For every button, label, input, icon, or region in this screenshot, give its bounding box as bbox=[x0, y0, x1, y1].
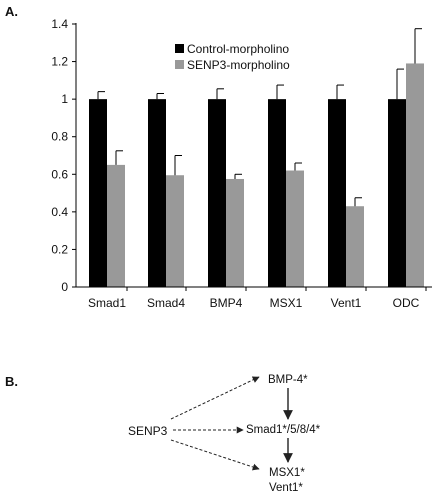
legend-swatch-senp3 bbox=[175, 60, 184, 69]
bar-msx1-senp3 bbox=[286, 170, 304, 287]
bar-chart: 0 0.2 0.4 0.6 0.8 1 1.2 1.4 Smad1 Smad4 BMP4 MSX1 V… bbox=[51, 17, 432, 310]
bar-bmp4-control bbox=[208, 99, 226, 288]
node-bmp4: BMP-4* bbox=[268, 374, 308, 386]
bar-smad1-control bbox=[89, 99, 107, 288]
error-bars bbox=[97, 28, 422, 207]
arrow-senp3-to-msx1 bbox=[170, 439, 260, 471]
legend-label-senp3: SENP3-morpholino bbox=[187, 58, 290, 72]
x-tick-label: MSX1 bbox=[270, 296, 303, 310]
y-tick-label: 0.4 bbox=[51, 205, 68, 219]
y-tick-label: 1.4 bbox=[51, 17, 68, 31]
bar-odc-control bbox=[388, 99, 406, 288]
y-tick-label: 1.2 bbox=[51, 55, 68, 69]
arrow-senp3-to-bmp4 bbox=[170, 376, 260, 420]
y-tick-label: 0.2 bbox=[51, 242, 68, 256]
legend-swatch-control bbox=[175, 44, 184, 53]
x-tick-label: Smad1 bbox=[88, 296, 126, 310]
legend-label-control: Control-morpholino bbox=[187, 42, 289, 56]
node-senp3: SENP3 bbox=[128, 424, 168, 438]
x-tick-label: ODC bbox=[393, 296, 420, 310]
node-smad: Smad1*/5/8/4* bbox=[246, 424, 321, 436]
node-vent1: Vent1* bbox=[269, 482, 303, 494]
bars bbox=[89, 63, 424, 288]
panel-a-label: A. bbox=[5, 4, 18, 19]
bar-smad1-senp3 bbox=[107, 164, 125, 287]
node-msx1: MSX1* bbox=[269, 467, 305, 479]
x-tick-label: Vent1 bbox=[331, 296, 362, 310]
bar-msx1-control bbox=[268, 99, 286, 288]
legend: Control-morpholino SENP3-morpholino bbox=[175, 42, 290, 72]
bar-smad4-senp3 bbox=[166, 175, 184, 287]
bar-odc-senp3 bbox=[406, 63, 424, 288]
x-tick-label: Smad4 bbox=[147, 296, 185, 310]
pathway-diagram: SENP3 BMP-4* Smad1*/5/8/4* MSX1* Vent1* bbox=[128, 374, 321, 494]
x-axis-labels: Smad1 Smad4 BMP4 MSX1 Vent1 ODC bbox=[88, 287, 427, 310]
y-tick-label: 0.8 bbox=[51, 130, 68, 144]
bar-smad4-control bbox=[148, 99, 166, 288]
y-tick-label: 1 bbox=[61, 92, 68, 106]
x-tick-label: BMP4 bbox=[210, 296, 243, 310]
bar-vent1-control bbox=[328, 99, 346, 288]
bar-bmp4-senp3 bbox=[226, 178, 244, 287]
bar-vent1-senp3 bbox=[346, 206, 364, 287]
panel-b-label: B. bbox=[5, 374, 18, 389]
y-tick-label: 0.6 bbox=[51, 167, 68, 181]
y-tick-label: 0 bbox=[61, 280, 68, 294]
y-axis-ticks: 0 0.2 0.4 0.6 0.8 1 1.2 1.4 bbox=[51, 17, 76, 294]
